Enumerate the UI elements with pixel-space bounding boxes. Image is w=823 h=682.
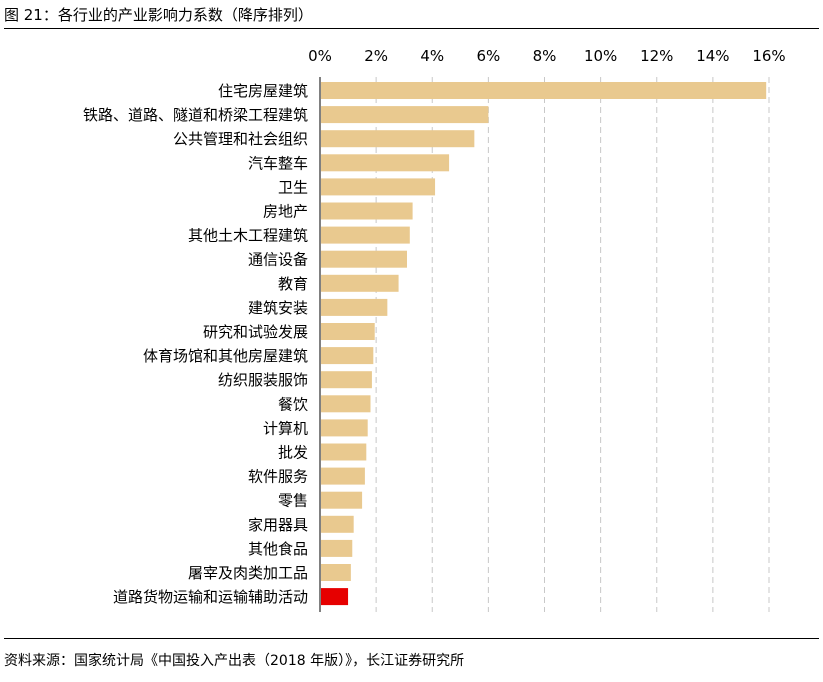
category-label: 公共管理和社会组织 [173, 130, 308, 148]
category-label: 批发 [278, 444, 308, 462]
bar [321, 106, 489, 124]
bar [321, 154, 450, 172]
category-label: 零售 [278, 492, 308, 510]
category-label: 纺织服装服饰 [218, 371, 308, 389]
bar [321, 274, 399, 292]
bar [321, 467, 365, 485]
x-tick-label: 10% [584, 47, 617, 65]
figure-title: 图 21：各行业的产业影响力系数（降序排列） [4, 6, 313, 24]
category-label: 研究和试验发展 [203, 323, 308, 341]
category-label: 道路货物运输和运输辅助活动 [113, 588, 308, 606]
bar [321, 539, 353, 557]
bar [321, 443, 367, 461]
bar [321, 395, 371, 413]
source-note: 资料来源：国家统计局《中国投入产出表（2018 年版）》，长江证券研究所 [4, 653, 465, 669]
gridlines [375, 77, 770, 612]
bar [321, 564, 351, 581]
bar [321, 515, 354, 533]
bar [321, 371, 372, 389]
bar [321, 323, 375, 340]
category-label: 铁路、道路、隧道和桥梁工程建筑 [83, 106, 308, 124]
category-label: 卫生 [278, 178, 308, 196]
category-label: 其他食品 [248, 540, 308, 558]
category-label: 建筑安装 [248, 299, 308, 317]
bar-highlight [321, 588, 349, 606]
bar [321, 82, 767, 99]
x-tick-label: 6% [476, 47, 500, 65]
category-label: 餐饮 [278, 395, 308, 413]
bar [321, 202, 413, 220]
category-labels: 住宅房屋建筑铁路、道路、隧道和桥梁工程建筑公共管理和社会组织汽车整车卫生房地产其… [83, 82, 308, 606]
bar [321, 298, 388, 316]
bar [321, 130, 475, 148]
bar [321, 347, 374, 365]
category-label: 通信设备 [248, 251, 308, 269]
x-tick-label: 2% [364, 47, 388, 65]
bar [321, 250, 407, 268]
category-label: 体育场馆和其他房屋建筑 [143, 347, 308, 365]
category-label: 教育 [278, 275, 308, 293]
x-tick-label: 12% [640, 47, 673, 65]
bar [321, 178, 436, 196]
category-label: 屠宰及肉类加工品 [188, 564, 308, 582]
title-rule [4, 28, 819, 29]
bar [321, 226, 410, 244]
x-tick-label: 16% [752, 47, 785, 65]
category-label: 其他土木工程建筑 [188, 227, 308, 245]
x-tick-label: 8% [533, 47, 557, 65]
bar [321, 419, 368, 437]
category-label: 房地产 [263, 203, 308, 221]
category-label: 家用器具 [248, 516, 308, 534]
x-tick-label: 0% [308, 47, 332, 65]
category-label: 软件服务 [248, 468, 308, 486]
x-tick-label: 14% [696, 47, 729, 65]
bars [321, 82, 767, 606]
x-tick-label: 4% [420, 47, 444, 65]
bar [321, 491, 363, 509]
category-label: 汽车整车 [248, 154, 308, 172]
category-label: 计算机 [263, 419, 308, 437]
category-label: 住宅房屋建筑 [218, 82, 308, 100]
source-rule [4, 638, 819, 639]
x-tick-labels: 0% 2% 4% 6% 8% 10% 12% 14% 16% [308, 47, 786, 65]
